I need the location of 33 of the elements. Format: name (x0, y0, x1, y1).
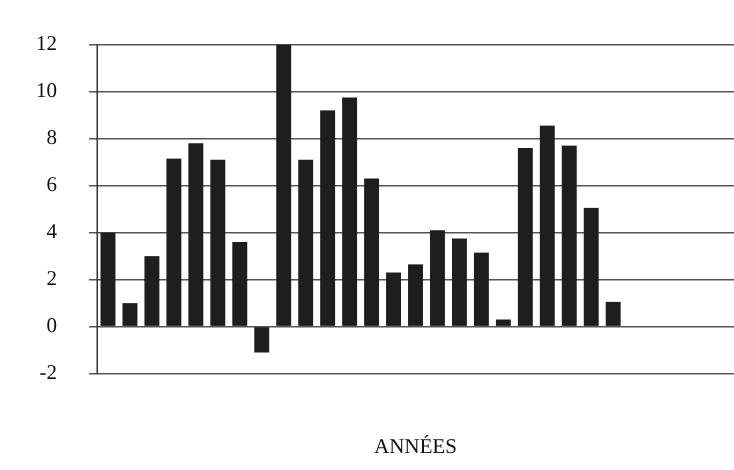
y-tick-label: 8 (46, 125, 57, 150)
bar (232, 242, 248, 326)
y-tick-label: 0 (46, 313, 57, 338)
bar (562, 146, 577, 326)
bar (298, 160, 314, 326)
y-tick-label: 2 (46, 266, 57, 290)
x-axis-title: ANNÉES (374, 434, 457, 458)
bar (188, 143, 204, 326)
bar (518, 148, 533, 326)
bar (584, 208, 599, 326)
bar (452, 238, 467, 326)
bar (540, 126, 555, 326)
y-tick-label: 12 (36, 31, 57, 56)
bar (320, 110, 336, 326)
bar (100, 232, 116, 326)
bar (606, 302, 621, 326)
bar (210, 160, 226, 326)
y-tick-label: 4 (46, 219, 58, 244)
bar (254, 327, 270, 352)
bar (144, 256, 160, 326)
y-tick-label: -2 (40, 360, 57, 384)
y-tick-label: 10 (36, 78, 57, 102)
y-tick-label: 6 (46, 172, 57, 196)
bar (276, 44, 292, 326)
bar (166, 158, 182, 326)
bar (342, 97, 358, 326)
bar (474, 252, 489, 326)
bar (386, 272, 402, 326)
bar (122, 303, 138, 326)
bar (364, 178, 380, 326)
bar (408, 264, 423, 326)
bar (496, 320, 511, 326)
bar (430, 230, 445, 326)
